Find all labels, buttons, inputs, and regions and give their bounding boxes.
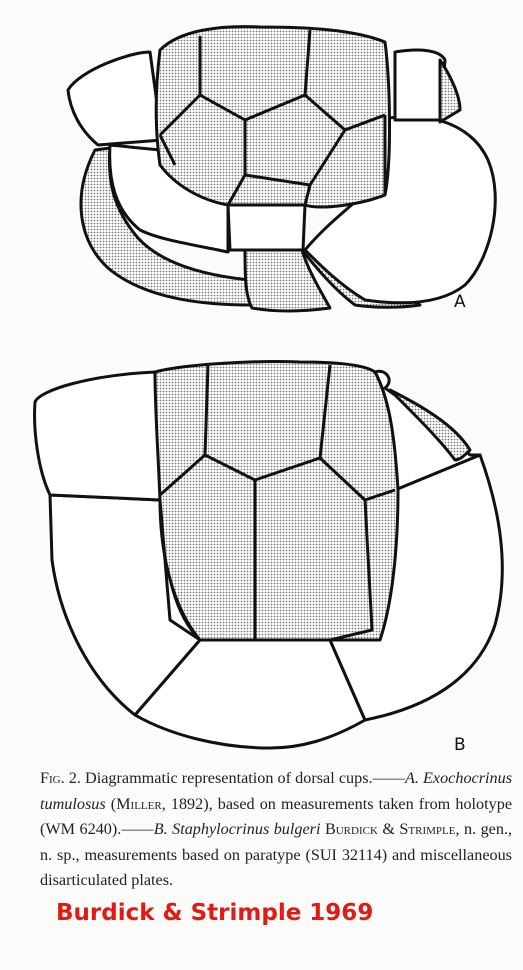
figure-diagrams: A B — [33, 25, 504, 755]
plate-a-top-right-shaded — [438, 58, 462, 124]
caption-fig-number: Fig. 2. — [40, 769, 81, 787]
plate-b-upper-right-shaded — [388, 388, 472, 462]
panel-a-diagram — [66, 25, 497, 313]
caption-label-b: B. — [153, 820, 168, 838]
plate-b-central-cup — [153, 360, 400, 642]
caption-rest-b: , n. gen., n. sp., measurements based on… — [40, 820, 513, 889]
caption-species-a: Exochocrinus tumulosus — [40, 769, 513, 813]
plate-b-bottom-white — [133, 638, 367, 750]
panel-b-diagram — [33, 360, 504, 750]
caption-intro: Diagrammatic representation of dorsal cu… — [85, 769, 373, 787]
panel-a-label: A — [454, 292, 466, 312]
figure-caption: Fig. 2. Diagrammatic representation of d… — [40, 766, 512, 894]
caption-dash-a: —— — [372, 769, 405, 787]
caption-species-b: Staphylocrinus bulgeri — [172, 820, 321, 838]
plate-b-upper-left-white — [33, 370, 162, 502]
plate-a-center-rectangle — [226, 203, 307, 252]
caption-authority-b: Burdick & Strimple — [324, 820, 456, 838]
caption-authority-a-name: Miller — [116, 794, 162, 813]
plate-a-top-left-white — [66, 50, 164, 147]
plate-a-lower-center-shaded — [243, 248, 332, 313]
plate-a-top-right-white — [393, 48, 447, 122]
caption-label-a: A. — [404, 769, 419, 787]
credit-label: Burdick & Strimple 1969 — [56, 900, 374, 926]
caption-authority-a-open: ( — [110, 794, 117, 813]
caption-authority-a-rest: , 1892), based on measurements taken fro… — [40, 794, 513, 839]
caption-dash-b: —— — [121, 820, 154, 838]
panel-b-label: B — [454, 735, 466, 755]
plate-a-right-white — [303, 114, 497, 305]
